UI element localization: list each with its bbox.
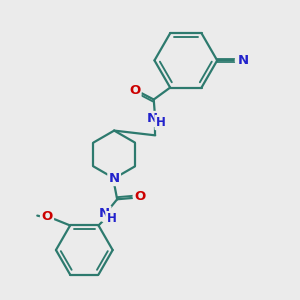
Text: N: N xyxy=(147,112,158,125)
Circle shape xyxy=(148,112,163,126)
Circle shape xyxy=(128,84,141,97)
Text: N: N xyxy=(99,207,110,220)
Circle shape xyxy=(133,190,146,203)
Circle shape xyxy=(40,210,54,223)
Text: O: O xyxy=(41,210,53,223)
Circle shape xyxy=(236,53,250,68)
Circle shape xyxy=(98,207,113,222)
Text: N: N xyxy=(109,172,120,185)
Text: O: O xyxy=(134,190,146,203)
Circle shape xyxy=(108,172,121,185)
Text: H: H xyxy=(106,212,116,225)
Text: N: N xyxy=(237,54,248,67)
Text: O: O xyxy=(129,84,140,97)
Text: H: H xyxy=(156,116,166,129)
